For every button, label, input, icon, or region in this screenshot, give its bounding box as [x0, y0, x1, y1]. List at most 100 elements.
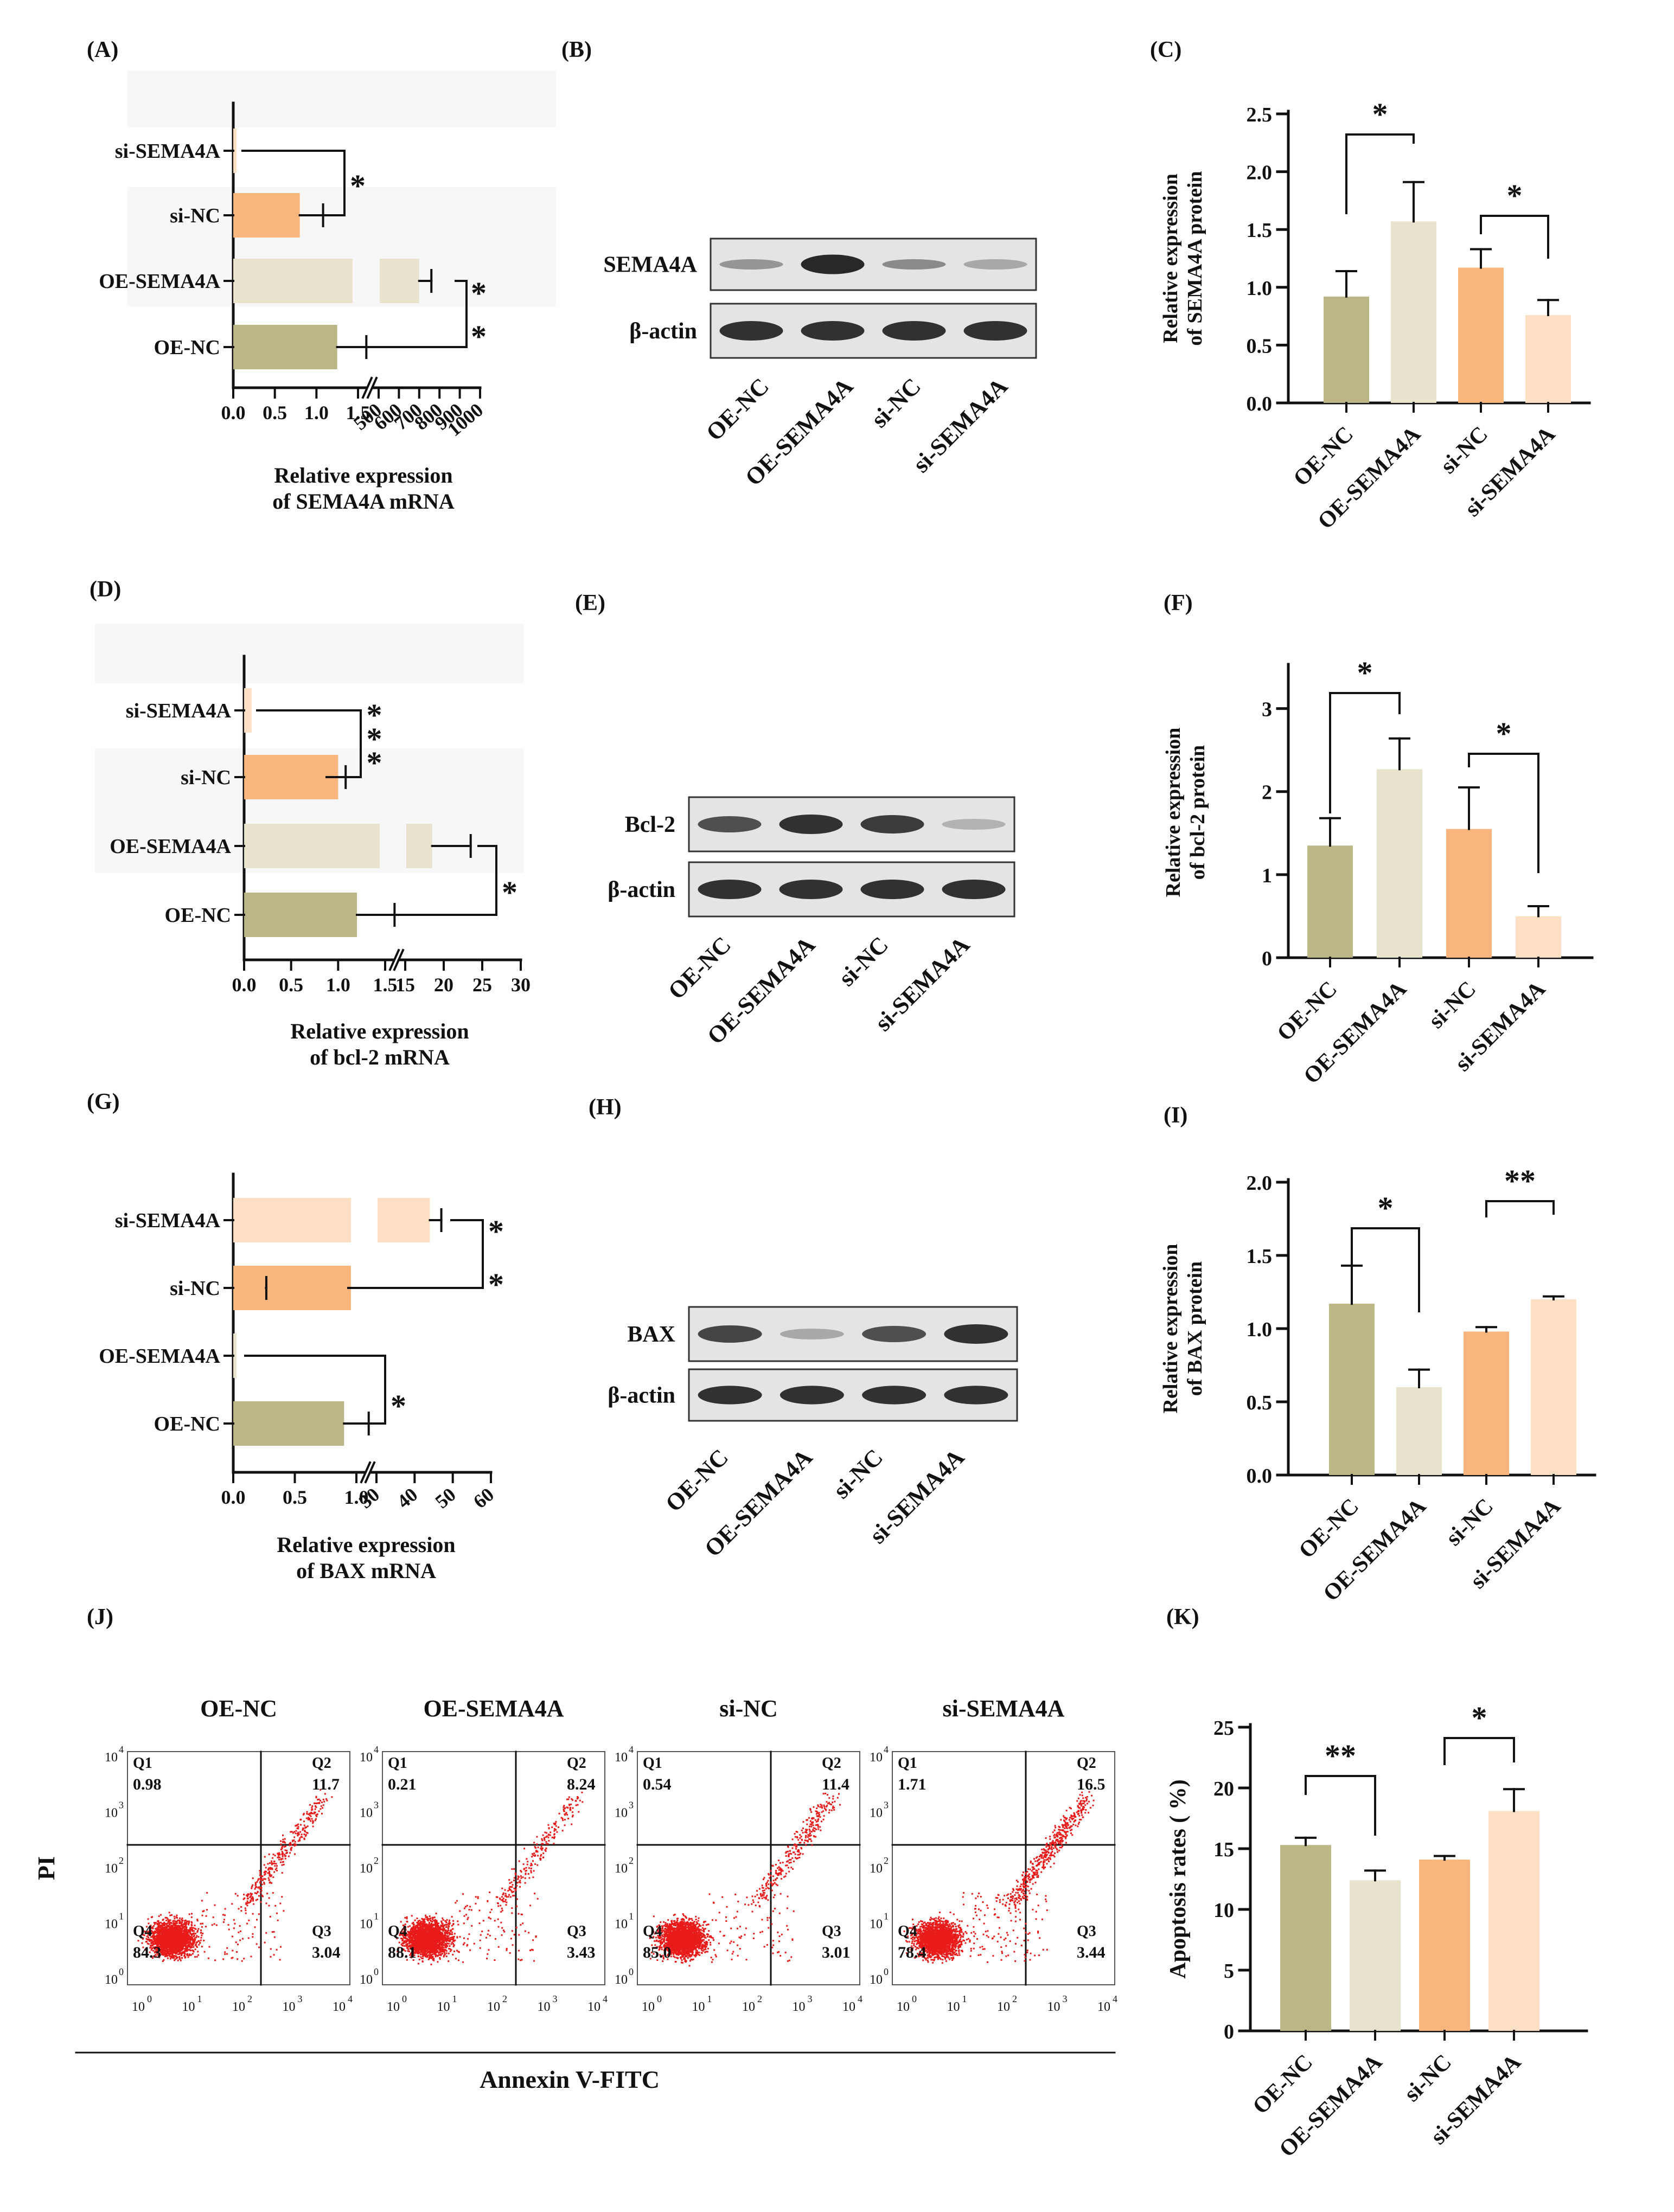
bar-oe-sema4a — [406, 824, 432, 868]
bar-si-sema4a — [1531, 1299, 1576, 1475]
quadrant-label: Q3 — [822, 1923, 841, 1940]
panel-label-C: (C) — [1150, 37, 1181, 62]
y-axis-label: Apoptosis rates ( %) — [1166, 1779, 1191, 1978]
significance-bracket — [1485, 1200, 1555, 1217]
y-tick-label: 20 — [1213, 1778, 1234, 1800]
significance-marker: * — [488, 1267, 504, 1302]
quadrant-value: 78.4 — [898, 1944, 927, 1961]
x-tick-label: si-NC — [1400, 2050, 1456, 2107]
bar-oe-sema4a — [380, 259, 419, 303]
y-tick-label: 5 — [1224, 1960, 1234, 1983]
quadrant-label: Q1 — [388, 1755, 407, 1772]
y-decade-exponent: 1 — [119, 1911, 124, 1922]
quadrant-label: Q4 — [643, 1923, 662, 1940]
y-tick-label: OE-NC — [154, 336, 220, 359]
quadrant-value: 8.24 — [567, 1775, 596, 1793]
flow-events — [134, 1789, 333, 1962]
axis-break — [393, 948, 405, 971]
significance-marker: * — [1507, 178, 1523, 213]
quadrant-value: 0.98 — [133, 1775, 162, 1793]
blot-band — [944, 1386, 1008, 1405]
blot-band — [719, 321, 783, 341]
blot-row-label: Bcl-2 — [625, 812, 675, 837]
blot-band — [779, 880, 843, 899]
y-decade-exponent: 1 — [374, 1911, 379, 1922]
y-decade-label: 10 — [870, 1862, 883, 1876]
bar-si-sema4a — [1516, 916, 1561, 958]
y-tick-label: OE-NC — [154, 1413, 220, 1435]
bar-oe-sema4a — [244, 824, 380, 868]
y-decade-exponent: 1 — [629, 1911, 634, 1922]
significance-marker: * — [367, 721, 382, 756]
significance-bracket — [1468, 753, 1539, 873]
significance-marker: ** — [1325, 1738, 1356, 1773]
y-tick-label: si-SEMA4A — [126, 700, 232, 722]
bar-si-nc — [1458, 267, 1504, 403]
x-decade-exponent: 3 — [808, 1993, 813, 2004]
blot-row-label: β-actin — [608, 877, 675, 902]
x-tick-label: 15 — [395, 974, 415, 996]
bar-oe-nc — [233, 1401, 344, 1446]
y-decade-label: 10 — [870, 1751, 883, 1765]
quadrant-label: Q4 — [133, 1923, 152, 1940]
significance-bracket — [256, 709, 362, 778]
y-decade-exponent: 2 — [374, 1855, 379, 1866]
panel-label-J: (J) — [87, 1605, 113, 1630]
x-tick-label: 0.0 — [221, 1486, 246, 1508]
blot-lane-label: si-NC — [833, 931, 893, 991]
y-decade-label: 10 — [360, 1973, 373, 1987]
y-tick-label: 15 — [1213, 1838, 1234, 1861]
blot-band — [779, 815, 843, 834]
bar-si-sema4a — [233, 129, 237, 173]
y-tick-label: 1 — [1262, 864, 1272, 887]
significance-marker: * — [367, 697, 382, 733]
bar-si-sema4a — [244, 688, 252, 733]
quadrant-label: Q3 — [1077, 1923, 1096, 1940]
quadrant-label: Q4 — [898, 1923, 917, 1940]
y-tick-label: 0 — [1224, 2021, 1234, 2043]
flow-cytometry-panel: PI Annexin V-FITC — [33, 1856, 1116, 2093]
significance-marker: * — [1496, 716, 1512, 751]
bar-si-sema4a — [1525, 315, 1571, 403]
significance-bracket — [241, 150, 346, 216]
x-decade-label: 10 — [1097, 2000, 1110, 2014]
quadrant-value: 0.54 — [643, 1775, 672, 1793]
significance-marker: * — [1372, 97, 1388, 132]
y-decade-exponent: 4 — [629, 1744, 634, 1755]
blot-band — [780, 1329, 844, 1339]
y-decade-label: 10 — [615, 1806, 628, 1820]
y-tick-label: 1.0 — [1247, 277, 1273, 300]
x-tick-label: 20 — [434, 974, 453, 996]
y-decade-exponent: 4 — [374, 1744, 379, 1755]
significance-marker: ** — [1504, 1163, 1536, 1198]
flow-events — [903, 1791, 1095, 1964]
bar-si-nc — [1446, 829, 1492, 958]
significance-marker: * — [367, 745, 382, 780]
significance-bracket — [347, 280, 468, 348]
blot-row-label: β-actin — [608, 1383, 675, 1408]
quadrant-value: 11.7 — [312, 1775, 340, 1793]
y-decade-exponent: 3 — [119, 1800, 124, 1811]
bar-oe-sema4a — [1377, 769, 1422, 958]
y-decade-label: 10 — [105, 1806, 118, 1820]
significance-marker: * — [471, 275, 487, 311]
y-decade-exponent: 0 — [374, 1966, 379, 1977]
blot-lane-label: si-SEMA4A — [908, 373, 1013, 478]
flow-plot-oe-nc: OE-NCQ10.98Q211.7Q484.3Q33.0410010010110… — [105, 1695, 353, 2014]
x-decade-exponent: 4 — [1113, 1993, 1117, 2004]
x-decade-exponent: 2 — [502, 1993, 507, 2004]
panel-label-G: (G) — [87, 1089, 120, 1114]
axis-break — [364, 1461, 376, 1484]
x-tick-label: 1.0 — [326, 974, 350, 996]
x-decade-exponent: 1 — [197, 1993, 202, 2004]
y-decade-label: 10 — [870, 1918, 883, 1932]
x-decade-exponent: 1 — [452, 1993, 457, 2004]
quadrant-value: 11.4 — [822, 1775, 849, 1793]
bar-si-sema4a — [233, 1198, 351, 1242]
x-decade-label: 10 — [283, 2000, 296, 2014]
y-axis-label: of bcl-2 protein — [1186, 745, 1209, 880]
flow-sample-title: OE-SEMA4A — [423, 1695, 564, 1722]
